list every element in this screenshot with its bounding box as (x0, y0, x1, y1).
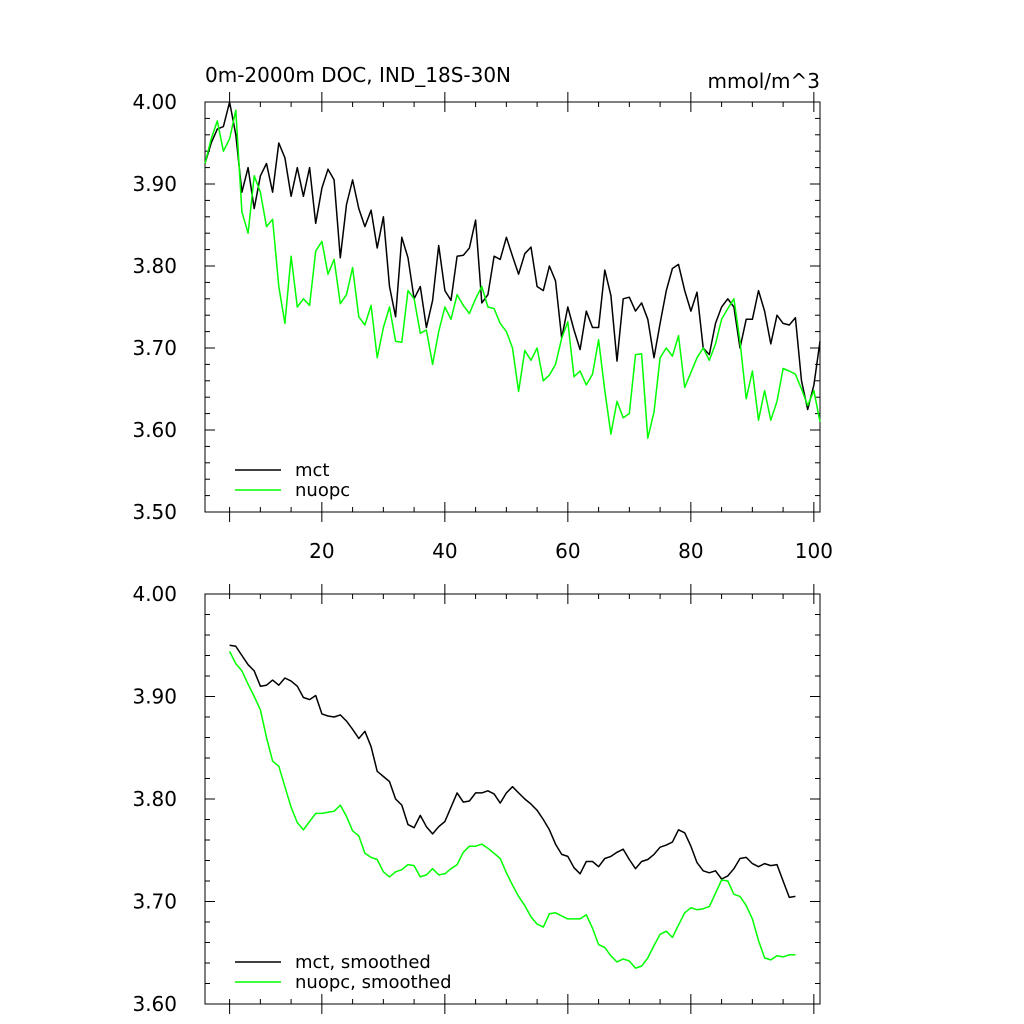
plot-frame (204, 101, 821, 513)
x-tick-label: 40 (432, 539, 457, 563)
series-line-nuopc (204, 109, 821, 439)
series-line-mct (204, 101, 821, 411)
legend-label: mct, smoothed (295, 952, 431, 973)
x-tick-label: 80 (678, 539, 703, 563)
plot-frame (204, 593, 821, 1005)
series-line-mct-smoothed (229, 644, 796, 899)
y-tick-label: 3.50 (132, 500, 177, 524)
legend-label: nuopc (295, 480, 350, 501)
panel-top: 3.50 3.60 3.70 3.80 3.90 4.00 20 40 60 80 100 0m-20… (132, 63, 832, 563)
y-tick-label: 3.90 (132, 685, 177, 709)
legend-label: mct (295, 460, 330, 481)
y-tick-label: 3.90 (132, 172, 177, 196)
x-tick-label: 60 (555, 539, 580, 563)
legend-label: nuopc, smoothed (295, 972, 452, 993)
x-tick-label: 100 (795, 539, 833, 563)
chart-title: 0m-2000m DOC, IND_18S-30N (205, 63, 511, 87)
panel-bottom: 3.60 3.70 3.80 3.90 4.00 mct, smoothednuopc, … (132, 582, 821, 1016)
y-tick-label: 3.70 (132, 336, 177, 360)
series-line-nuopc-smoothed (228, 651, 796, 969)
y-tick-label: 4.00 (132, 90, 177, 114)
y-tick-label: 3.80 (132, 254, 177, 278)
y-tick-label: 3.70 (132, 890, 177, 914)
x-tick-label: 20 (309, 539, 334, 563)
y-tick-label: 3.60 (132, 418, 177, 442)
y-tick-label: 3.80 (132, 787, 177, 811)
y-tick-label: 4.00 (132, 582, 177, 606)
units-label: mmol/m^3 (708, 69, 820, 93)
y-tick-label: 3.60 (132, 992, 177, 1016)
